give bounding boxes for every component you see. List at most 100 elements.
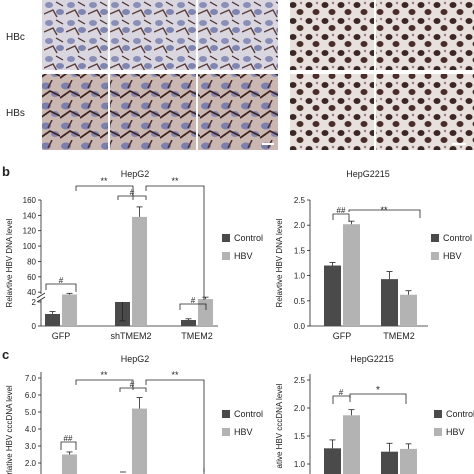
significance-mark: ** [100, 176, 108, 186]
bar-control [45, 314, 60, 326]
y-axis-label: ative HBV cccDNA level [275, 383, 284, 468]
chart-b-hepg2215: HepG2215 Relavtive HBV DNA level 0.0 0.5 1… [275, 169, 428, 341]
legend-swatch-hbv [222, 428, 230, 436]
bar-control [324, 265, 341, 326]
x-tick-label: TMEM2 [383, 331, 415, 341]
legend-label-hbv: HBV [234, 427, 253, 437]
y-tick-label: 40 [27, 288, 36, 297]
bar-control [381, 279, 398, 326]
y-tick-label: 7.0 [25, 374, 37, 383]
micrograph-hepg2215-4 [376, 74, 474, 150]
y-tick-label: 2.0 [25, 459, 37, 468]
bar-hbv [62, 294, 77, 326]
y-tick-label: 2.0 [294, 221, 306, 230]
legend-c-hepg2215: Control HBV [434, 409, 474, 437]
significance-mark: # [191, 296, 196, 305]
legend-b-hepg2215: Control HBV [431, 233, 472, 261]
bar-hbv [400, 294, 417, 326]
bar-hbv [198, 299, 213, 326]
micrograph-hbs-2 [110, 74, 196, 150]
micrograph-hbs-1 [42, 74, 108, 150]
y-tick-label: 0.5 [294, 297, 306, 306]
y-tick-label: 2.0 [294, 404, 306, 413]
bar-hbv [62, 454, 77, 474]
y-tick-label: 6.0 [25, 391, 37, 400]
y-tick-label: 2.5 [294, 376, 306, 385]
y-tick-label: 120 [23, 227, 37, 236]
micrograph-hepg2215-2 [376, 0, 474, 70]
y-axis-label: Relavtive HBV DNA level [5, 218, 14, 307]
legend-label-hbv: HBV [443, 251, 462, 261]
x-tick-label: shTMEM2 [110, 331, 151, 341]
chart-c-hepg2215: HepG2215 ative HBV cccDNA level 1.0 1.5 2.… [275, 354, 417, 474]
chart-title: HepG2 [121, 354, 150, 364]
bar-hbv [343, 415, 360, 474]
x-tick-label: GFP [52, 331, 71, 341]
bar-hbv [132, 408, 147, 474]
micrograph-hepg2215-1 [290, 0, 374, 70]
chart-title: HepG2215 [350, 354, 394, 364]
significance-mark: # [59, 276, 64, 285]
panel-label-c: c [2, 347, 9, 362]
micrograph-hepg2215-3 [290, 74, 374, 150]
row-label-hbc: HBc [6, 32, 25, 43]
micrograph-grid: HBc HBs [6, 0, 474, 150]
chart-title: HepG2215 [346, 169, 390, 179]
micrograph-hbc-2 [110, 0, 196, 70]
legend-b-hepg2: Control HBV [222, 233, 263, 261]
y-tick-label: 60 [27, 273, 36, 282]
significance-mark: # [130, 188, 135, 197]
significance-mark: ## [64, 434, 73, 443]
significance-mark: ** [171, 370, 179, 380]
y-tick-label: 5.0 [25, 408, 37, 417]
x-tick-label: TMEM2 [181, 331, 213, 341]
y-tick-label: 80 [27, 257, 36, 266]
significance-brackets [332, 393, 407, 404]
legend-label-hbv: HBV [234, 251, 253, 261]
legend-label-control: Control [234, 233, 263, 243]
y-axis-label: Relavtive HBV DNA level [275, 218, 284, 307]
legend-swatch-hbv [222, 252, 230, 260]
y-tick-label: 2.5 [294, 196, 306, 205]
x-tick-label: GFP [333, 331, 352, 341]
bar-hbv [343, 224, 360, 326]
significance-brackets [45, 185, 207, 310]
micrograph-hbc-1 [42, 0, 108, 70]
significance-mark: ** [171, 176, 179, 186]
legend-label-control: Control [234, 409, 263, 419]
legend-c-hepg2: Control HBV [222, 409, 263, 437]
bar-hbv [400, 448, 417, 474]
significance-brackets [332, 209, 421, 222]
significance-mark: ** [380, 205, 388, 215]
y-axis-label: rlative HBV cccDNA level [5, 385, 14, 474]
legend-swatch-control [222, 234, 230, 242]
y-tick-label: 100 [23, 242, 37, 251]
y-tick-label: 140 [23, 211, 37, 220]
y-tick-label: 0.0 [294, 322, 306, 331]
y-tick-label: 1.0 [294, 460, 306, 469]
significance-mark: ## [337, 206, 346, 215]
row-label-hbs: HBs [6, 108, 25, 119]
legend-label-control: Control [446, 409, 474, 419]
y-tick-label: 160 [23, 196, 37, 205]
legend-swatch-control [222, 410, 230, 418]
legend-label-hbv: HBV [446, 427, 465, 437]
bar-control [324, 448, 341, 474]
axis-break-mark [36, 292, 46, 299]
micrograph-hbs-3 [198, 74, 278, 150]
significance-brackets [60, 379, 205, 472]
y-tick-label: 1.0 [294, 272, 306, 281]
significance-mark: ** [100, 370, 108, 380]
bar-control [181, 320, 196, 326]
y-tick-label: 1.5 [294, 432, 306, 441]
y-tick-label: 4.0 [25, 425, 37, 434]
y-tick-label: 3.0 [25, 442, 37, 451]
legend-label-control: Control [443, 233, 472, 243]
panel-label-b: b [2, 164, 10, 179]
axis-break-mark [36, 296, 46, 303]
significance-mark: # [339, 388, 344, 397]
micrograph-hbc-3 [198, 0, 278, 70]
chart-b-hepg2: HepG2 Relavtive HBV DNA level 0 240 60 80 10… [5, 169, 218, 341]
legend-swatch-control [434, 410, 442, 418]
